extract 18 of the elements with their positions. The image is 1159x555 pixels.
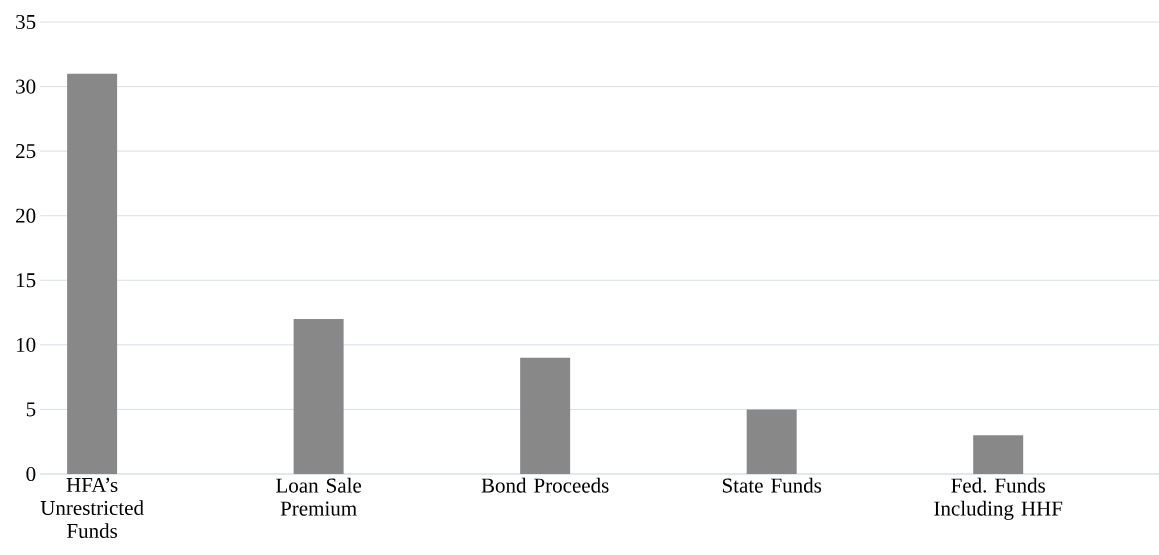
bar: [746, 409, 797, 474]
x-tick-label: State Funds: [722, 477, 822, 493]
x-tick-label: HFA’s Unrestricted Funds: [40, 477, 144, 539]
y-tick-label: 15: [16, 273, 36, 288]
y-tick-label: 0: [26, 466, 36, 482]
bar: [67, 73, 118, 474]
y-tick-label: 25: [16, 144, 36, 159]
bar: [973, 435, 1024, 474]
y-tick-label: 5: [26, 402, 36, 417]
bar: [293, 319, 344, 474]
bar: [520, 357, 571, 474]
x-tick-label: Fed. Funds Including HHF: [934, 477, 1063, 520]
y-tick-label: 10: [16, 337, 36, 352]
x-tick-label: Loan Sale Premium: [276, 477, 362, 516]
y-tick-label: 20: [16, 208, 36, 223]
y-tick-label: 35: [16, 14, 36, 30]
x-tick-label: Bond Proceeds: [481, 477, 609, 493]
y-tick-label: 30: [16, 79, 36, 94]
